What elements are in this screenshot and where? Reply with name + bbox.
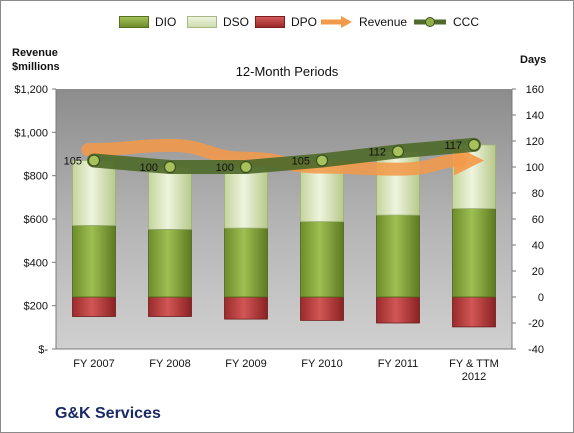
category-label: FY 2011 xyxy=(378,358,419,370)
ccc-data-label: 105 xyxy=(64,156,82,168)
dpo-bar xyxy=(300,296,344,321)
legend-swatch-dso xyxy=(187,16,217,28)
category-label: FY 2010 xyxy=(301,358,342,370)
dpo-bar xyxy=(452,296,496,328)
dio-bar xyxy=(376,214,420,298)
legend-item-dso: DSO xyxy=(187,15,249,29)
ccc-data-label: 117 xyxy=(444,140,462,152)
right-axis-tick-label: -20 xyxy=(528,318,544,330)
dso-bar xyxy=(224,166,268,229)
legend-arrow-icon xyxy=(321,16,352,28)
right-axis-tick-label: 20 xyxy=(532,266,544,278)
ccc-point xyxy=(467,138,481,151)
dio-bar xyxy=(300,221,344,298)
left-axis-tick-label: $1,200 xyxy=(14,84,48,96)
legend: DIO DSO DPO Revenue CCC xyxy=(1,15,573,33)
left-axis-tick-label: $400 xyxy=(24,257,48,269)
ccc-data-label: 105 xyxy=(292,156,310,168)
left-axis-tick-label: $- xyxy=(38,344,48,356)
legend-swatch-dpo xyxy=(255,16,285,28)
category-label: FY & TTM 2012 xyxy=(449,358,499,383)
ccc-data-label: 100 xyxy=(140,162,158,174)
left-axis-title: Revenue $millions xyxy=(12,46,60,74)
category-label: FY 2008 xyxy=(149,358,190,370)
left-axis-tick-label: $1,000 xyxy=(14,127,48,139)
right-axis-tick-label: 100 xyxy=(526,162,544,174)
dio-bar xyxy=(72,225,116,298)
ccc-data-label: 100 xyxy=(216,162,234,174)
revenue-arrow-head xyxy=(454,145,484,176)
legend-item-ccc: CCC xyxy=(413,15,479,29)
left-axis-title-line-1: Revenue xyxy=(12,47,58,59)
left-axis-tick-label: $600 xyxy=(24,214,48,226)
category-label: FY 2007 xyxy=(73,358,114,370)
category-label: FY 2009 xyxy=(225,358,266,370)
ccc-point xyxy=(391,145,405,158)
legend-item-dio: DIO xyxy=(119,15,176,29)
legend-item-revenue: Revenue xyxy=(319,15,407,29)
plot-area xyxy=(56,89,512,349)
ccc-point xyxy=(239,160,253,174)
right-axis-tick-label: 140 xyxy=(526,110,544,122)
dso-bar xyxy=(148,166,192,230)
dpo-bar xyxy=(376,296,420,324)
dso-bar xyxy=(376,150,420,216)
legend-label-revenue: Revenue xyxy=(359,15,408,29)
right-axis-tick-label: -40 xyxy=(528,344,544,356)
dso-bar xyxy=(72,160,116,226)
left-axis-tick-label: $200 xyxy=(24,301,48,313)
dpo-bar xyxy=(72,296,116,317)
legend-label-dio: DIO xyxy=(155,15,177,29)
left-axis-tick-label: $800 xyxy=(24,171,48,183)
dio-bar xyxy=(148,228,192,298)
company-name: G&K Services xyxy=(55,405,161,422)
legend-label-dso: DSO xyxy=(223,15,250,29)
ccc-line xyxy=(87,137,481,174)
legend-item-dpo: DPO xyxy=(255,15,317,29)
ccc-point xyxy=(87,154,101,167)
ccc-point xyxy=(163,160,177,174)
right-axis-tick-label: 80 xyxy=(532,188,544,200)
ccc-point xyxy=(315,154,329,167)
dpo-bar xyxy=(224,296,268,320)
right-axis-tick-label: 160 xyxy=(526,84,544,96)
right-axis-tick-label: 40 xyxy=(532,240,544,252)
dio-bar xyxy=(224,227,268,298)
right-axis-tick-label: 60 xyxy=(532,214,544,226)
legend-label-ccc: CCC xyxy=(453,15,479,29)
legend-label-dpo: DPO xyxy=(291,15,318,29)
left-axis-title-line-2: $millions xyxy=(12,61,60,73)
ccc-data-label: 112 xyxy=(368,146,386,158)
legend-swatch-dio xyxy=(119,16,149,28)
right-axis-tick-label: 120 xyxy=(526,136,544,148)
legend-line-marker-icon xyxy=(414,17,446,27)
right-axis-tick-label: 0 xyxy=(538,292,544,304)
dpo-bar xyxy=(148,296,192,317)
chart-title: 12-Month Periods xyxy=(235,64,339,79)
dio-bar xyxy=(452,208,496,298)
right-axis-title: Days xyxy=(520,54,547,66)
